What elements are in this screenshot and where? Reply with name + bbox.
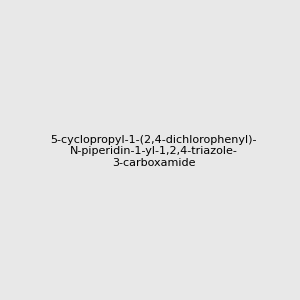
Text: 5-cyclopropyl-1-(2,4-dichlorophenyl)-
N-piperidin-1-yl-1,2,4-triazole-
3-carboxa: 5-cyclopropyl-1-(2,4-dichlorophenyl)- N-… [50, 135, 257, 168]
